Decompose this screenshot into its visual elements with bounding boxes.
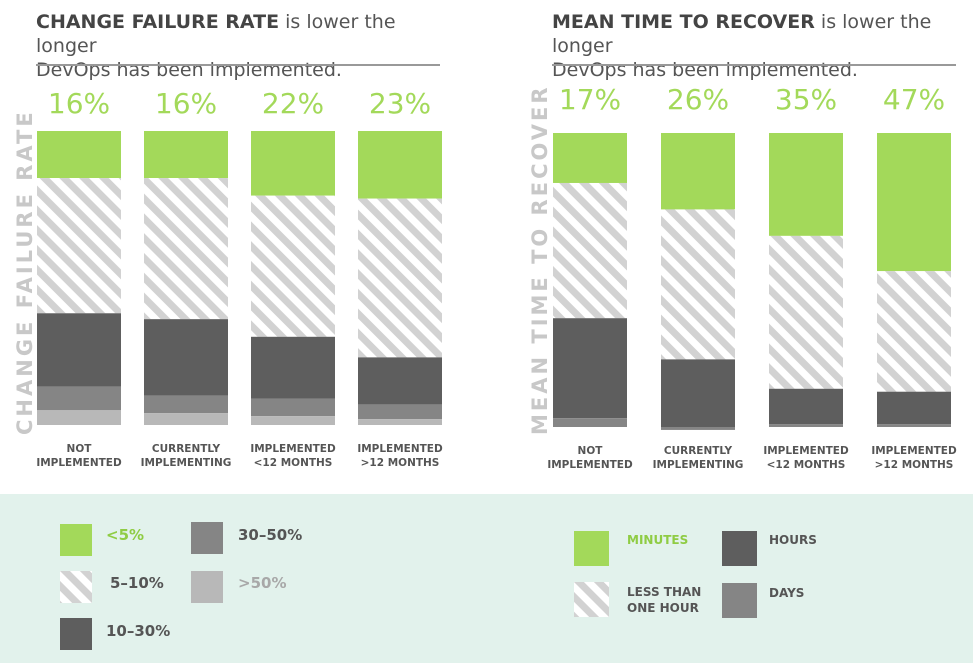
left-bar-1-segment-5 [37,410,121,425]
left-bar-2-segment-5 [144,413,228,425]
left-bar-2-segment-4 [144,395,228,414]
legend-label-one-hour: ONE HOUR [627,601,699,615]
left-bar-4-segment-2 [358,198,442,358]
left-bar-1-segment-3 [37,313,121,387]
left-bar-1-segment-4 [37,386,121,411]
legend-panel [0,494,973,663]
right-category-label-3-line-1: IMPLEMENTED [763,445,849,457]
right-category-label-4-line-2: >12 MONTHS [875,459,954,471]
left-bar-3-value-label: 22% [262,87,324,120]
left-category-label-1-line-1: NOT [67,443,93,455]
left-bar-1-value-label: 16% [48,87,110,120]
right-category-label-3-line-2: <12 MONTHS [767,459,846,471]
right-bar-1-segment-1 [553,133,627,183]
legend-label-gt50: >50% [238,574,287,592]
right-bar-1-segment-3 [553,318,627,419]
left-bar-2-segment-2 [144,178,228,320]
right-bar-3-segment-4 [769,424,843,427]
left-bar-3-segment-5 [251,416,335,425]
legend-label-minutes: MINUTES [627,533,689,547]
legend-swatch-less-than-one-hour [574,582,609,617]
left-bar-2-segment-3 [144,319,228,396]
legend-swatch-30-50 [191,522,223,554]
right-category-label-4-line-1: IMPLEMENTED [871,445,957,457]
legend-swatch-minutes [574,531,609,566]
right-bar-1-segment-2 [553,182,627,319]
left-bar-1-segment-2 [37,178,121,314]
right-category-label-1-line-2: IMPLEMENTED [547,459,633,471]
left-bar-4-segment-4 [358,404,442,420]
right-bar-2-segment-1 [661,133,735,210]
right-title-bold: MEAN TIME TO RECOVER [552,11,815,33]
legend-label-less-than-one-hour: LESS THAN ONE HOUR [627,584,701,616]
left-category-label-4-line-2: >12 MONTHS [361,457,440,469]
legend-swatch-10-30 [60,618,92,650]
right-bar-4-segment-4 [877,424,951,427]
right-bar-1-value-label: 17% [559,83,621,116]
legend-swatch-gt50 [191,571,223,603]
left-category-label-4-line-1: IMPLEMENTED [357,443,443,455]
right-bar-4-value-label: 47% [883,83,945,116]
legend-label-10-30: 10–30% [106,622,171,640]
legend-label-less-than: LESS THAN [627,585,702,599]
right-bar-1-segment-4 [553,418,627,427]
right-bar-2-segment-2 [661,209,735,360]
legend-swatch-hours [722,531,757,566]
right-bar-3-value-label: 35% [775,83,837,116]
left-bar-2-value-label: 16% [155,87,217,120]
right-bar-2-value-label: 26% [667,83,729,116]
left-title-rest: is lower the longer [36,11,396,57]
left-category-label-2-line-2: IMPLEMENTING [141,457,232,469]
right-category-label-1-line-1: NOT [578,445,604,457]
left-bar-2-segment-1 [144,131,228,179]
left-bar-4-segment-3 [358,357,442,405]
left-bar-4-segment-1 [358,131,442,199]
left-chart-marks: 16% NOT IMPLEMENTED 16% CURRENTLY IMPLEMENTIN… [36,87,443,469]
left-title-rule [36,64,440,66]
right-bar-4-segment-1 [877,133,951,272]
right-title-rule [552,64,956,66]
right-bar-3-segment-2 [769,235,843,389]
left-title-bold: CHANGE FAILURE RATE [36,11,280,33]
legend-label-5-10: 5–10% [110,574,164,592]
legend-label-hours: HOURS [769,533,817,547]
left-bar-3-segment-2 [251,195,335,337]
right-bar-2-segment-4 [661,427,735,430]
legend-swatch-days [722,583,757,618]
legend-swatch-lt5 [60,524,92,556]
legend-label-30-50: 30–50% [238,526,303,544]
left-bar-4-value-label: 23% [369,87,431,120]
right-bar-3-segment-3 [769,388,843,425]
right-bar-4-segment-3 [877,391,951,425]
right-bar-2-segment-3 [661,359,735,427]
left-category-label-3-line-2: <12 MONTHS [254,457,333,469]
right-bar-4-segment-2 [877,271,951,392]
legend-label-lt5: <5% [106,526,145,544]
right-title-rest: is lower the longer [552,11,932,57]
right-category-label-2-line-2: IMPLEMENTING [653,459,744,471]
left-bar-4-segment-5 [358,419,442,425]
legend-swatch-5-10 [60,571,92,603]
left-bar-3-segment-1 [251,131,335,196]
left-category-label-3-line-1: IMPLEMENTED [250,443,336,455]
legend-label-days: DAYS [769,586,805,600]
charts-canvas: 16% NOT IMPLEMENTED 16% CURRENTLY IMPLEMENTIN… [36,83,957,471]
left-bar-1-segment-1 [37,131,121,179]
right-chart-marks: 17% NOT IMPLEMENTED 26% CURRENTLY IMPLEMENTIN… [547,83,957,471]
left-category-label-2-line-1: CURRENTLY [152,443,221,455]
left-category-label-1-line-2: IMPLEMENTED [36,457,122,469]
left-bar-3-segment-3 [251,336,335,399]
right-bar-3-segment-1 [769,133,843,236]
right-category-label-2-line-1: CURRENTLY [664,445,733,457]
left-bar-3-segment-4 [251,398,335,417]
